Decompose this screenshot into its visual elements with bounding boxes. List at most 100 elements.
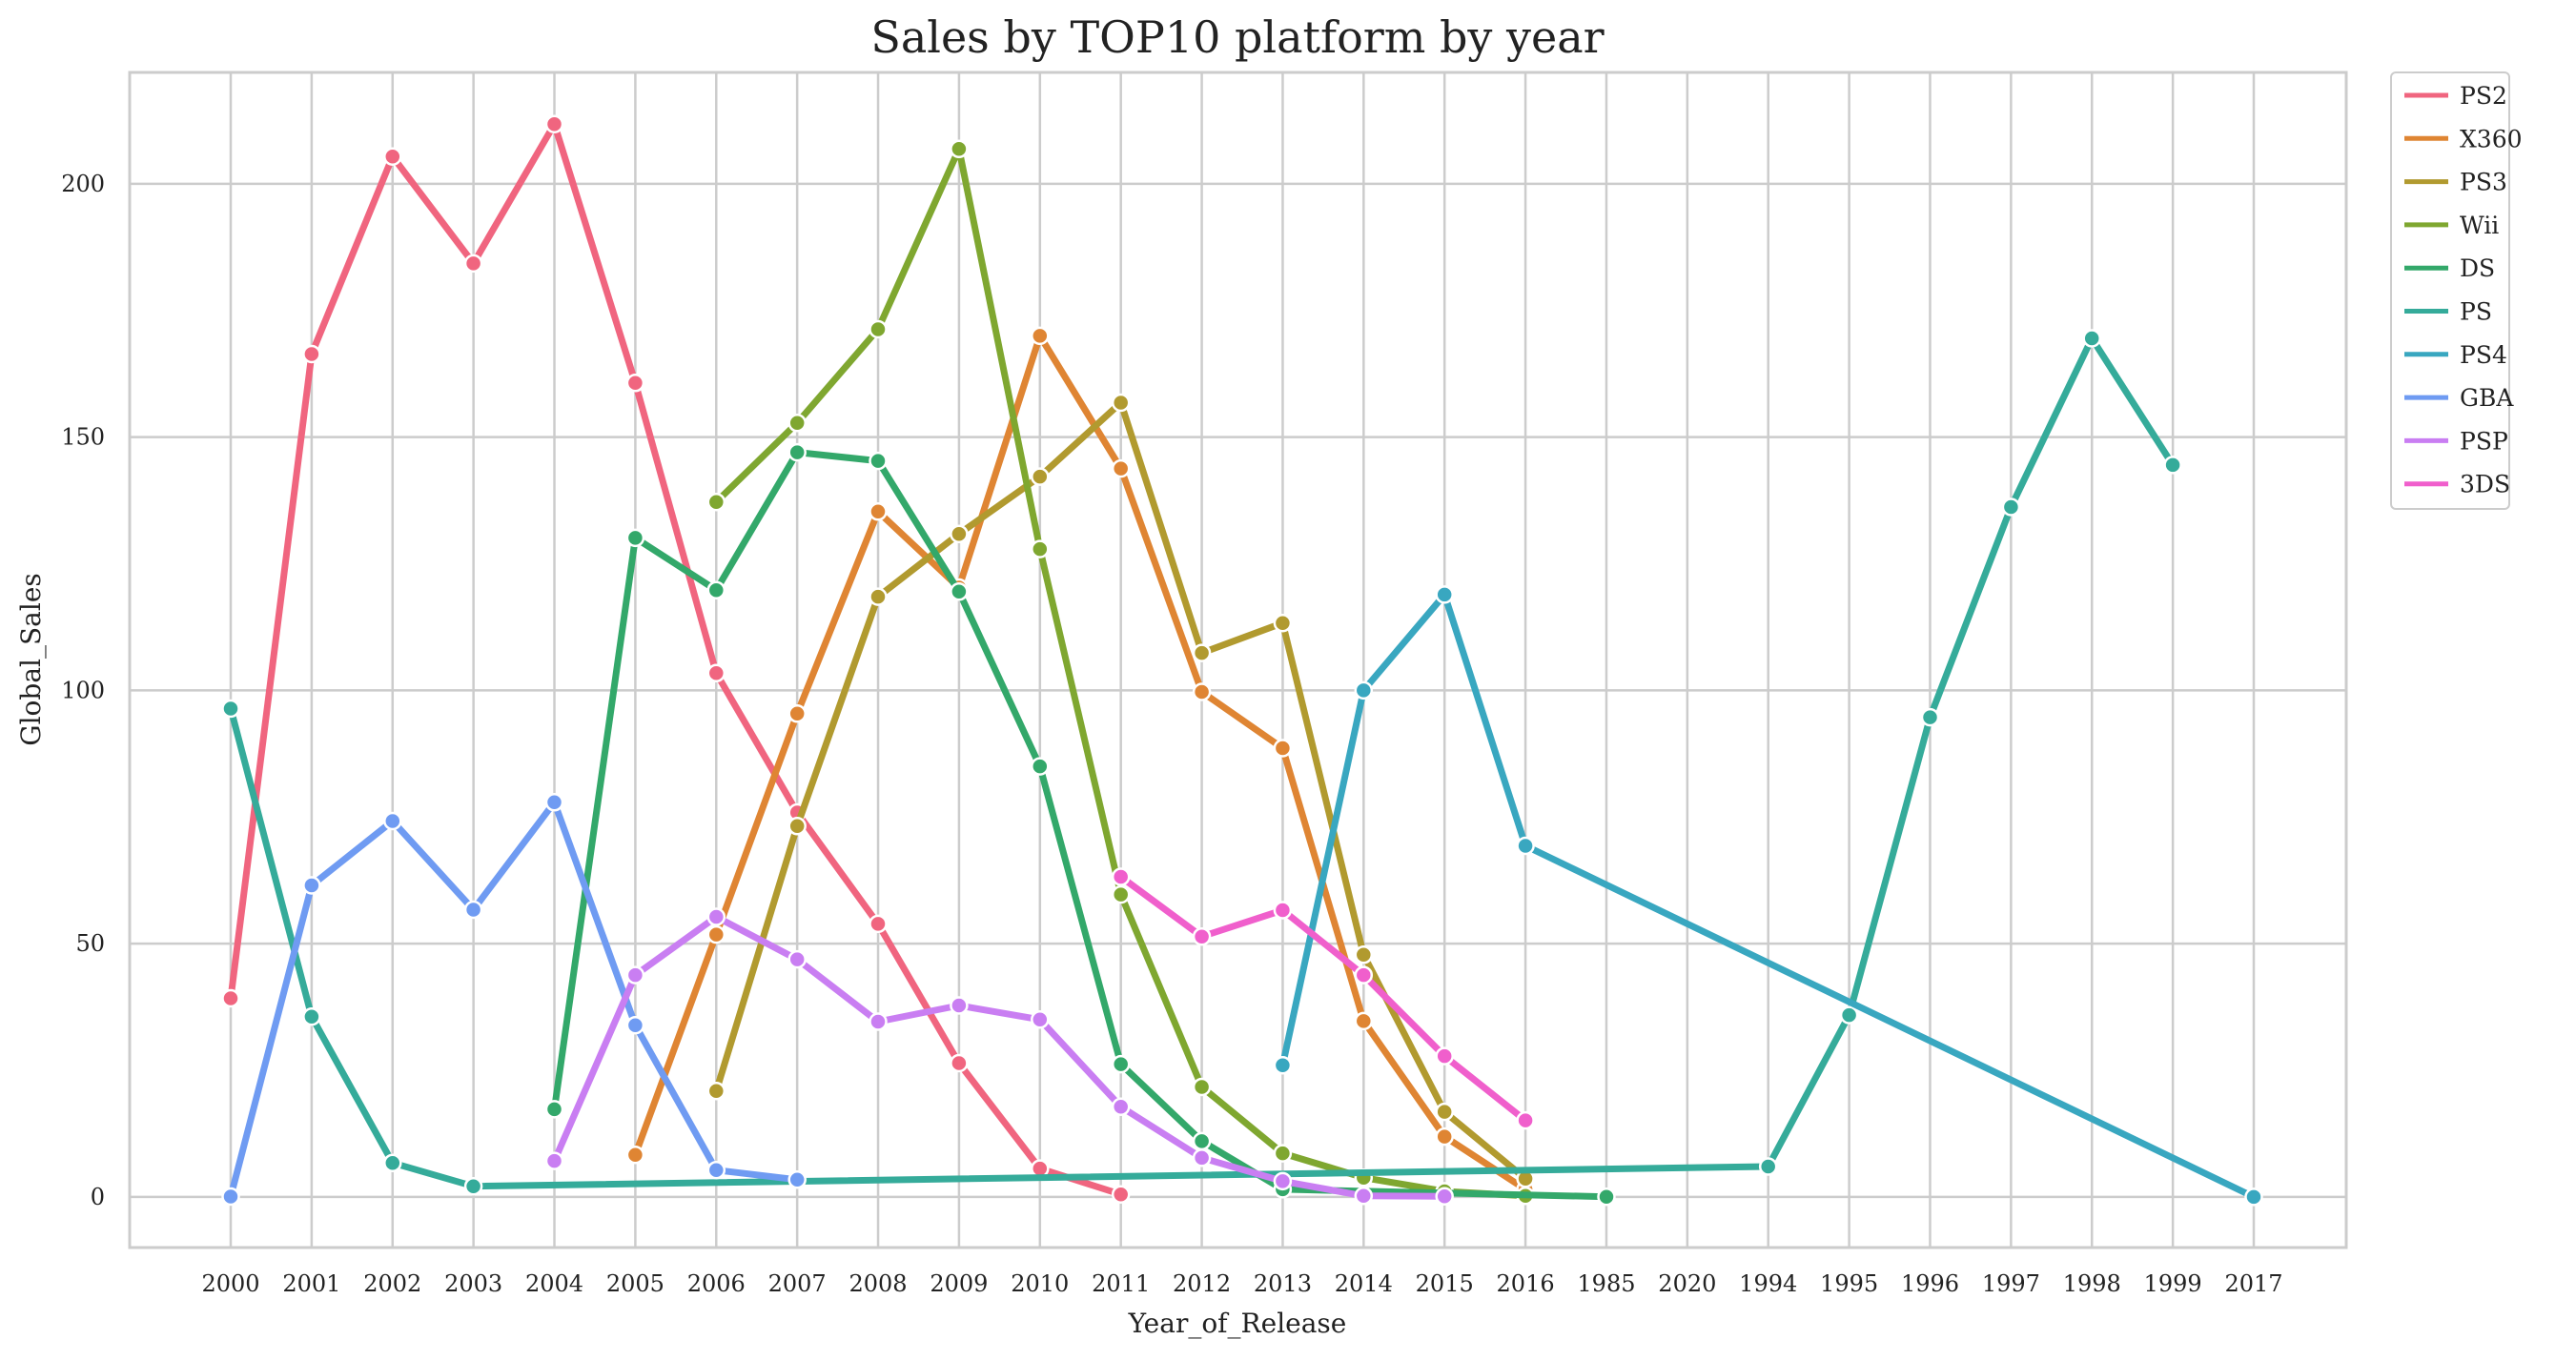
- y-tick-label: 150: [61, 424, 105, 451]
- x-tick-label: 1985: [1577, 1270, 1635, 1297]
- x-axis-label: Year_of_Release: [1128, 1308, 1347, 1339]
- data-point: [1354, 680, 1374, 700]
- data-point: [1192, 643, 1212, 662]
- data-point: [544, 1151, 564, 1170]
- data-point: [221, 988, 240, 1008]
- data-point: [1435, 585, 1454, 604]
- data-point: [1111, 393, 1131, 413]
- legend-label: PSP: [2460, 427, 2508, 455]
- data-point: [2082, 329, 2101, 348]
- data-point: [463, 1176, 483, 1196]
- data-point: [544, 793, 564, 812]
- series-layer: [221, 114, 2263, 1207]
- x-tick-label: 2014: [1335, 1270, 1393, 1297]
- data-point: [706, 907, 726, 926]
- data-point: [787, 949, 807, 969]
- data-point: [869, 914, 888, 934]
- data-point: [950, 139, 969, 159]
- data-point: [706, 1082, 726, 1101]
- data-point: [1435, 1102, 1454, 1122]
- data-point: [869, 502, 888, 521]
- data-point: [1920, 707, 1940, 727]
- x-tick-label: 2015: [1416, 1270, 1474, 1297]
- plot-frame: [128, 71, 2348, 1249]
- x-tick-label: 2016: [1497, 1270, 1555, 1297]
- x-tick-label: 1997: [1982, 1270, 2040, 1297]
- data-point: [869, 451, 888, 471]
- data-point: [625, 1015, 645, 1035]
- data-point: [1273, 1144, 1293, 1163]
- data-point: [1111, 1054, 1131, 1074]
- data-point: [787, 704, 807, 723]
- series-line: [227, 799, 801, 1200]
- data-point: [1354, 1187, 1374, 1206]
- series-ps2: [221, 114, 1131, 1204]
- data-point: [625, 965, 645, 984]
- data-point: [383, 811, 402, 831]
- data-point: [383, 147, 402, 166]
- data-point: [1354, 965, 1374, 984]
- series-ds: [544, 442, 1616, 1207]
- data-point: [544, 1100, 564, 1119]
- legend-item-ps3: PS3: [2404, 169, 2507, 196]
- x-tick-label: 2005: [606, 1270, 664, 1297]
- x-tick-label: 2017: [2224, 1270, 2282, 1297]
- data-point: [1031, 1159, 1050, 1178]
- x-tick-label: 2001: [282, 1270, 340, 1297]
- x-tick-label: 2007: [768, 1270, 827, 1297]
- series-line: [227, 335, 2177, 1190]
- data-point: [950, 996, 969, 1015]
- data-point: [706, 663, 726, 683]
- data-point: [544, 114, 564, 133]
- data-point: [1354, 945, 1374, 964]
- chart-title: Sales by TOP10 platform by year: [870, 11, 1604, 63]
- x-tick-label: 1998: [2063, 1270, 2121, 1297]
- legend-label: 3DS: [2460, 471, 2510, 498]
- data-point: [1273, 901, 1293, 920]
- data-point: [706, 580, 726, 599]
- data-point: [950, 1053, 969, 1073]
- legend-item-x360: X360: [2404, 125, 2523, 152]
- data-point: [787, 817, 807, 836]
- legend-item-ps4: PS4: [2404, 341, 2507, 369]
- legend-item-3ds: 3DS: [2404, 471, 2510, 498]
- series-line: [631, 332, 1529, 1193]
- legend-item-psp: PSP: [2404, 427, 2508, 455]
- x-tick-label: 1994: [1739, 1270, 1797, 1297]
- data-point: [1273, 1055, 1293, 1075]
- data-point: [1273, 1171, 1293, 1191]
- legend-label: PS: [2460, 298, 2492, 326]
- data-point: [869, 319, 888, 339]
- legend-label: Wii: [2460, 212, 2499, 239]
- data-point: [869, 587, 888, 606]
- data-point: [706, 1160, 726, 1180]
- series-ps4: [1273, 585, 2263, 1207]
- legend-label: PS3: [2460, 169, 2507, 196]
- data-point: [787, 414, 807, 433]
- x-tick-label: 1999: [2144, 1270, 2202, 1297]
- data-point: [1192, 926, 1212, 946]
- data-point: [221, 699, 240, 719]
- data-point: [1758, 1157, 1778, 1176]
- data-point: [1516, 1110, 1535, 1130]
- legend-item-ps: PS: [2404, 298, 2492, 326]
- data-point: [1192, 1077, 1212, 1097]
- series-ps: [221, 329, 2182, 1196]
- y-tick-label: 200: [61, 171, 105, 197]
- legend-item-wii: Wii: [2404, 212, 2499, 239]
- data-point: [383, 1153, 402, 1172]
- x-tick-label: 2009: [930, 1270, 988, 1297]
- data-point: [1192, 1131, 1212, 1151]
- x-tick-label: 2004: [525, 1270, 583, 1297]
- data-point: [869, 1012, 888, 1031]
- data-point: [625, 374, 645, 393]
- legend-label: X360: [2460, 125, 2523, 152]
- data-point: [1192, 1148, 1212, 1167]
- data-point: [1111, 458, 1131, 478]
- legend-item-gba: GBA: [2404, 384, 2514, 412]
- y-tick-label: 100: [61, 677, 105, 703]
- data-point: [1435, 1127, 1454, 1147]
- series-line: [227, 120, 1125, 1198]
- data-point: [787, 1170, 807, 1189]
